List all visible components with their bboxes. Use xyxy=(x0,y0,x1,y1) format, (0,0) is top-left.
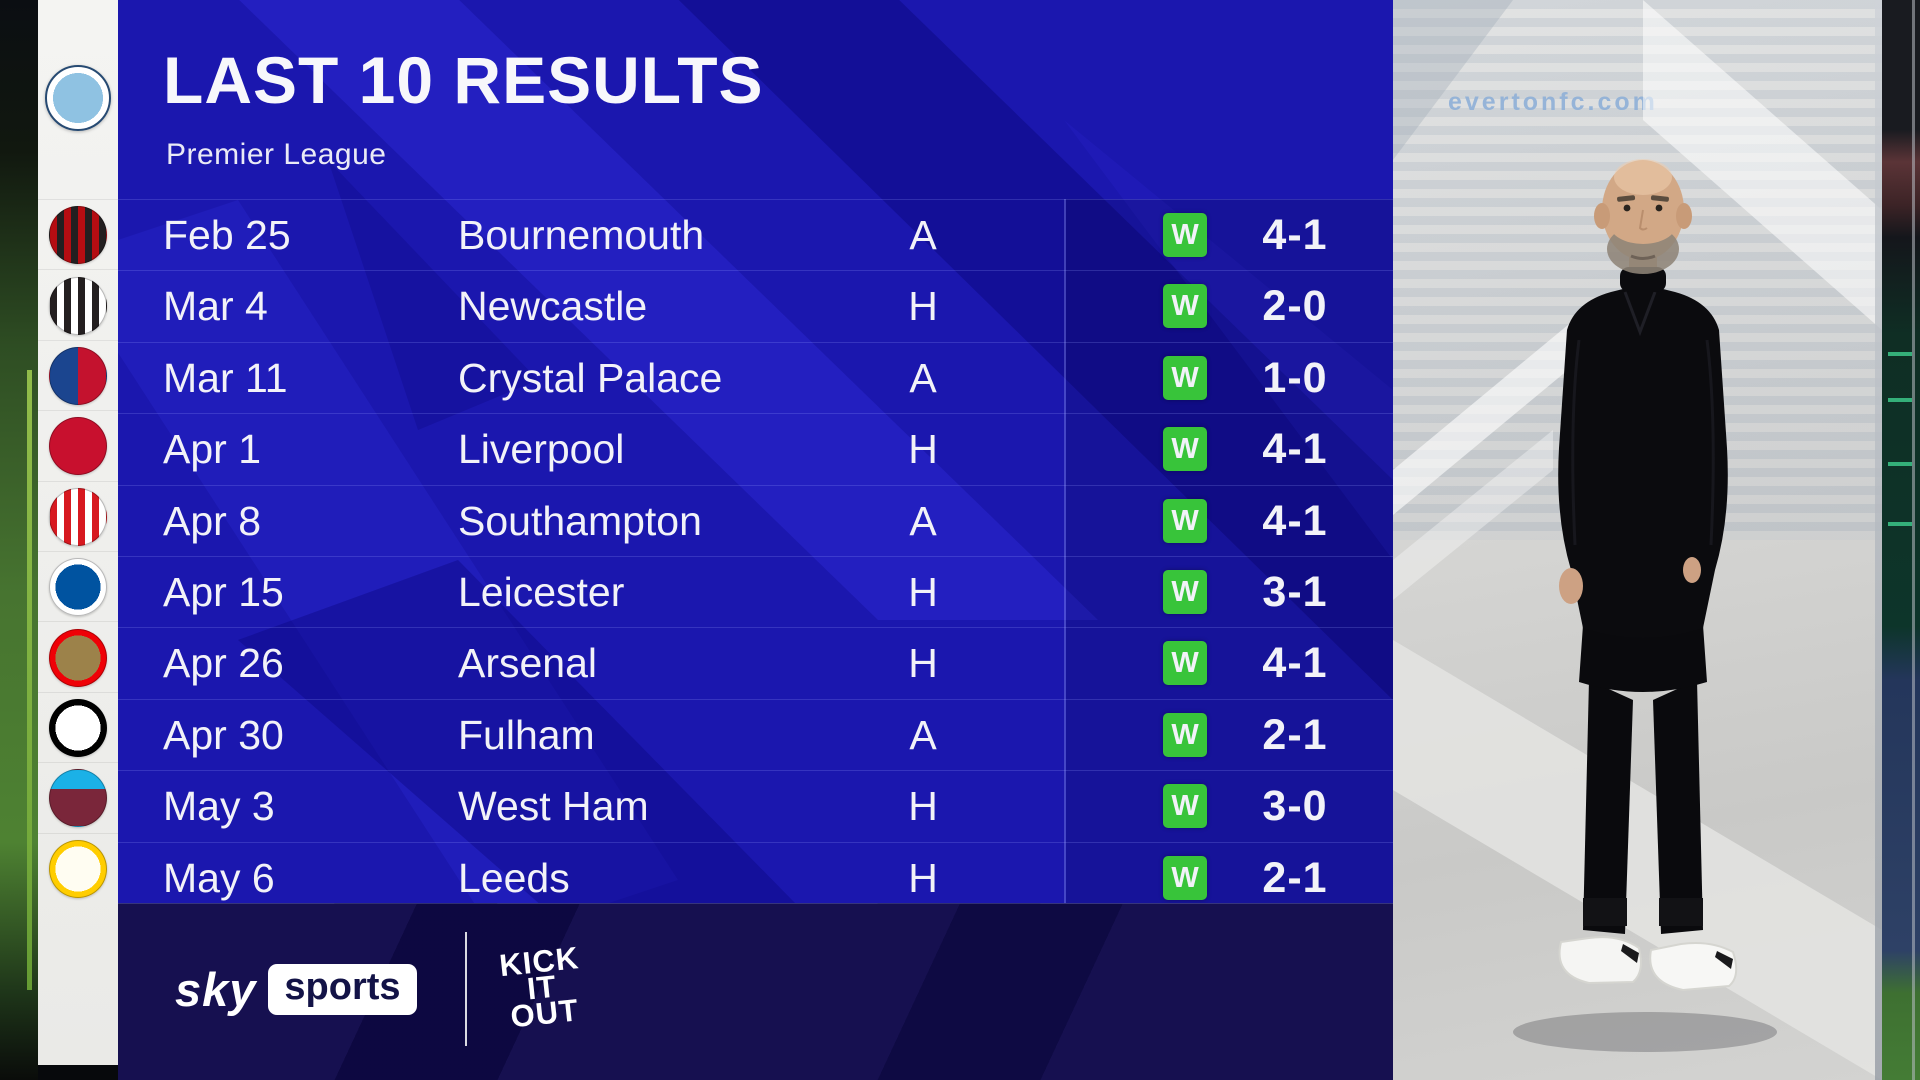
match-date: Apr 8 xyxy=(163,497,261,544)
score: 4-1 xyxy=(1262,639,1328,688)
win-badge: W xyxy=(1163,498,1207,543)
opponent-name: Fulham xyxy=(458,711,595,758)
win-badge: W xyxy=(1163,641,1207,686)
kick-it-out-logo: KICK IT OUT xyxy=(474,920,610,1056)
sports-logo-box: sports xyxy=(268,964,417,1015)
opponent-name: Southampton xyxy=(458,497,702,544)
win-badge: W xyxy=(1163,284,1207,329)
score: 4-1 xyxy=(1262,496,1328,545)
badge-bournemouth-icon xyxy=(49,206,107,265)
scoreboard-text-line xyxy=(1888,352,1912,356)
result-row: Mar 11 Crystal Palace A W 1-0 xyxy=(118,341,1393,413)
results-panel: LAST 10 RESULTS Premier League Feb 25 Bo… xyxy=(118,0,1393,1080)
result-row: Apr 15 Leicester H W 3-1 xyxy=(118,555,1393,627)
match-date: May 3 xyxy=(163,783,275,830)
match-date: Apr 1 xyxy=(163,426,261,473)
scoreboard-text-line xyxy=(1888,398,1912,402)
venue-indicator: A xyxy=(909,354,937,401)
badge-arsenal-icon xyxy=(49,628,107,687)
match-date: Apr 30 xyxy=(163,711,284,758)
opponent-name: West Ham xyxy=(458,783,649,830)
win-badge: W xyxy=(1163,784,1207,829)
win-badge: W xyxy=(1163,569,1207,614)
results-table: Feb 25 Bournemouth A W 4-1 Mar 4 Newcast… xyxy=(118,199,1393,913)
kick-it-out-word: OUT xyxy=(508,992,581,1035)
logo-separator xyxy=(465,932,467,1046)
score: 1-0 xyxy=(1262,353,1328,402)
column-divider xyxy=(1064,199,1066,903)
video-edge-line xyxy=(1912,0,1915,1080)
badge-crystal-palace-icon xyxy=(49,347,107,405)
venue-indicator: H xyxy=(908,783,938,830)
score-column-shade xyxy=(1066,199,1393,903)
panel-edge-highlight xyxy=(1875,0,1882,1080)
badge-liverpool-icon xyxy=(49,417,107,476)
badge-west-ham-icon xyxy=(49,769,107,828)
venue-indicator: A xyxy=(909,497,937,544)
manager-figure xyxy=(1513,159,1777,1052)
result-row: Apr 30 Fulham A W 2-1 xyxy=(118,698,1393,770)
photo-chevrons xyxy=(1393,0,1882,1080)
venue-indicator: H xyxy=(908,426,938,473)
result-row: Apr 26 Arsenal H W 4-1 xyxy=(118,627,1393,698)
stadium-watermark: evertonfc.com xyxy=(1448,88,1658,116)
scoreboard-text-line xyxy=(1888,462,1912,466)
sky-logo-text: sky xyxy=(175,963,257,1016)
opponent-name: Crystal Palace xyxy=(458,354,723,401)
result-row: May 3 West Ham H W 3-0 xyxy=(118,770,1393,841)
win-badge: W xyxy=(1163,712,1207,757)
footer-band: sky sports KICK IT OUT xyxy=(118,903,1393,1080)
badge-leicester-icon xyxy=(49,558,107,617)
badge-southampton-icon xyxy=(49,487,107,546)
badge-leeds-icon xyxy=(49,839,107,898)
page-title: LAST 10 RESULTS xyxy=(163,43,764,117)
venue-indicator: H xyxy=(908,568,938,615)
win-badge: W xyxy=(1163,355,1207,400)
opponent-name: Liverpool xyxy=(458,426,625,473)
result-row: Apr 8 Southampton A W 4-1 xyxy=(118,484,1393,556)
score: 2-0 xyxy=(1262,282,1328,331)
opponent-name: Bournemouth xyxy=(458,212,705,258)
pitch-sideline xyxy=(27,370,32,990)
result-row: Feb 25 Bournemouth A W 4-1 xyxy=(118,199,1393,270)
opponent-name: Arsenal xyxy=(458,640,598,687)
win-badge: W xyxy=(1163,213,1207,257)
badge-fulham-icon xyxy=(49,699,107,757)
score: 3-0 xyxy=(1262,782,1328,831)
sky-sports-logo: sky sports xyxy=(175,962,417,1017)
result-row: May 6 Leeds H W 2-1 xyxy=(118,841,1393,913)
venue-indicator: H xyxy=(908,283,938,330)
result-row: Mar 4 Newcastle H W 2-0 xyxy=(118,270,1393,341)
manager-photo-panel: evertonfc.com xyxy=(1393,0,1882,1080)
win-badge: W xyxy=(1163,855,1207,900)
manchester-city-badge-icon xyxy=(45,65,111,131)
badge-newcastle-icon xyxy=(49,276,107,335)
match-date: May 6 xyxy=(163,854,275,901)
page-subtitle: Premier League xyxy=(166,138,387,171)
score: 2-1 xyxy=(1262,853,1328,902)
score: 3-1 xyxy=(1262,567,1328,616)
win-badge: W xyxy=(1163,427,1207,472)
match-date: Feb 25 xyxy=(163,212,291,258)
left-video-edge xyxy=(0,0,38,1080)
opponent-name: Leeds xyxy=(458,854,570,901)
match-date: Mar 11 xyxy=(163,354,288,401)
scoreboard-text-line xyxy=(1888,522,1912,526)
result-row: Apr 1 Liverpool H W 4-1 xyxy=(118,413,1393,484)
opponent-name: Newcastle xyxy=(458,283,648,330)
venue-indicator: A xyxy=(909,212,937,258)
score: 2-1 xyxy=(1262,710,1328,759)
score: 4-1 xyxy=(1262,211,1328,259)
match-date: Mar 4 xyxy=(163,283,268,330)
venue-indicator: H xyxy=(908,854,938,901)
match-date: Apr 15 xyxy=(163,568,284,615)
venue-indicator: H xyxy=(908,640,938,687)
score: 4-1 xyxy=(1262,425,1328,474)
team-badge-column xyxy=(38,0,118,1065)
opponent-name: Leicester xyxy=(458,568,625,615)
venue-indicator: A xyxy=(909,711,937,758)
match-date: Apr 26 xyxy=(163,640,284,687)
